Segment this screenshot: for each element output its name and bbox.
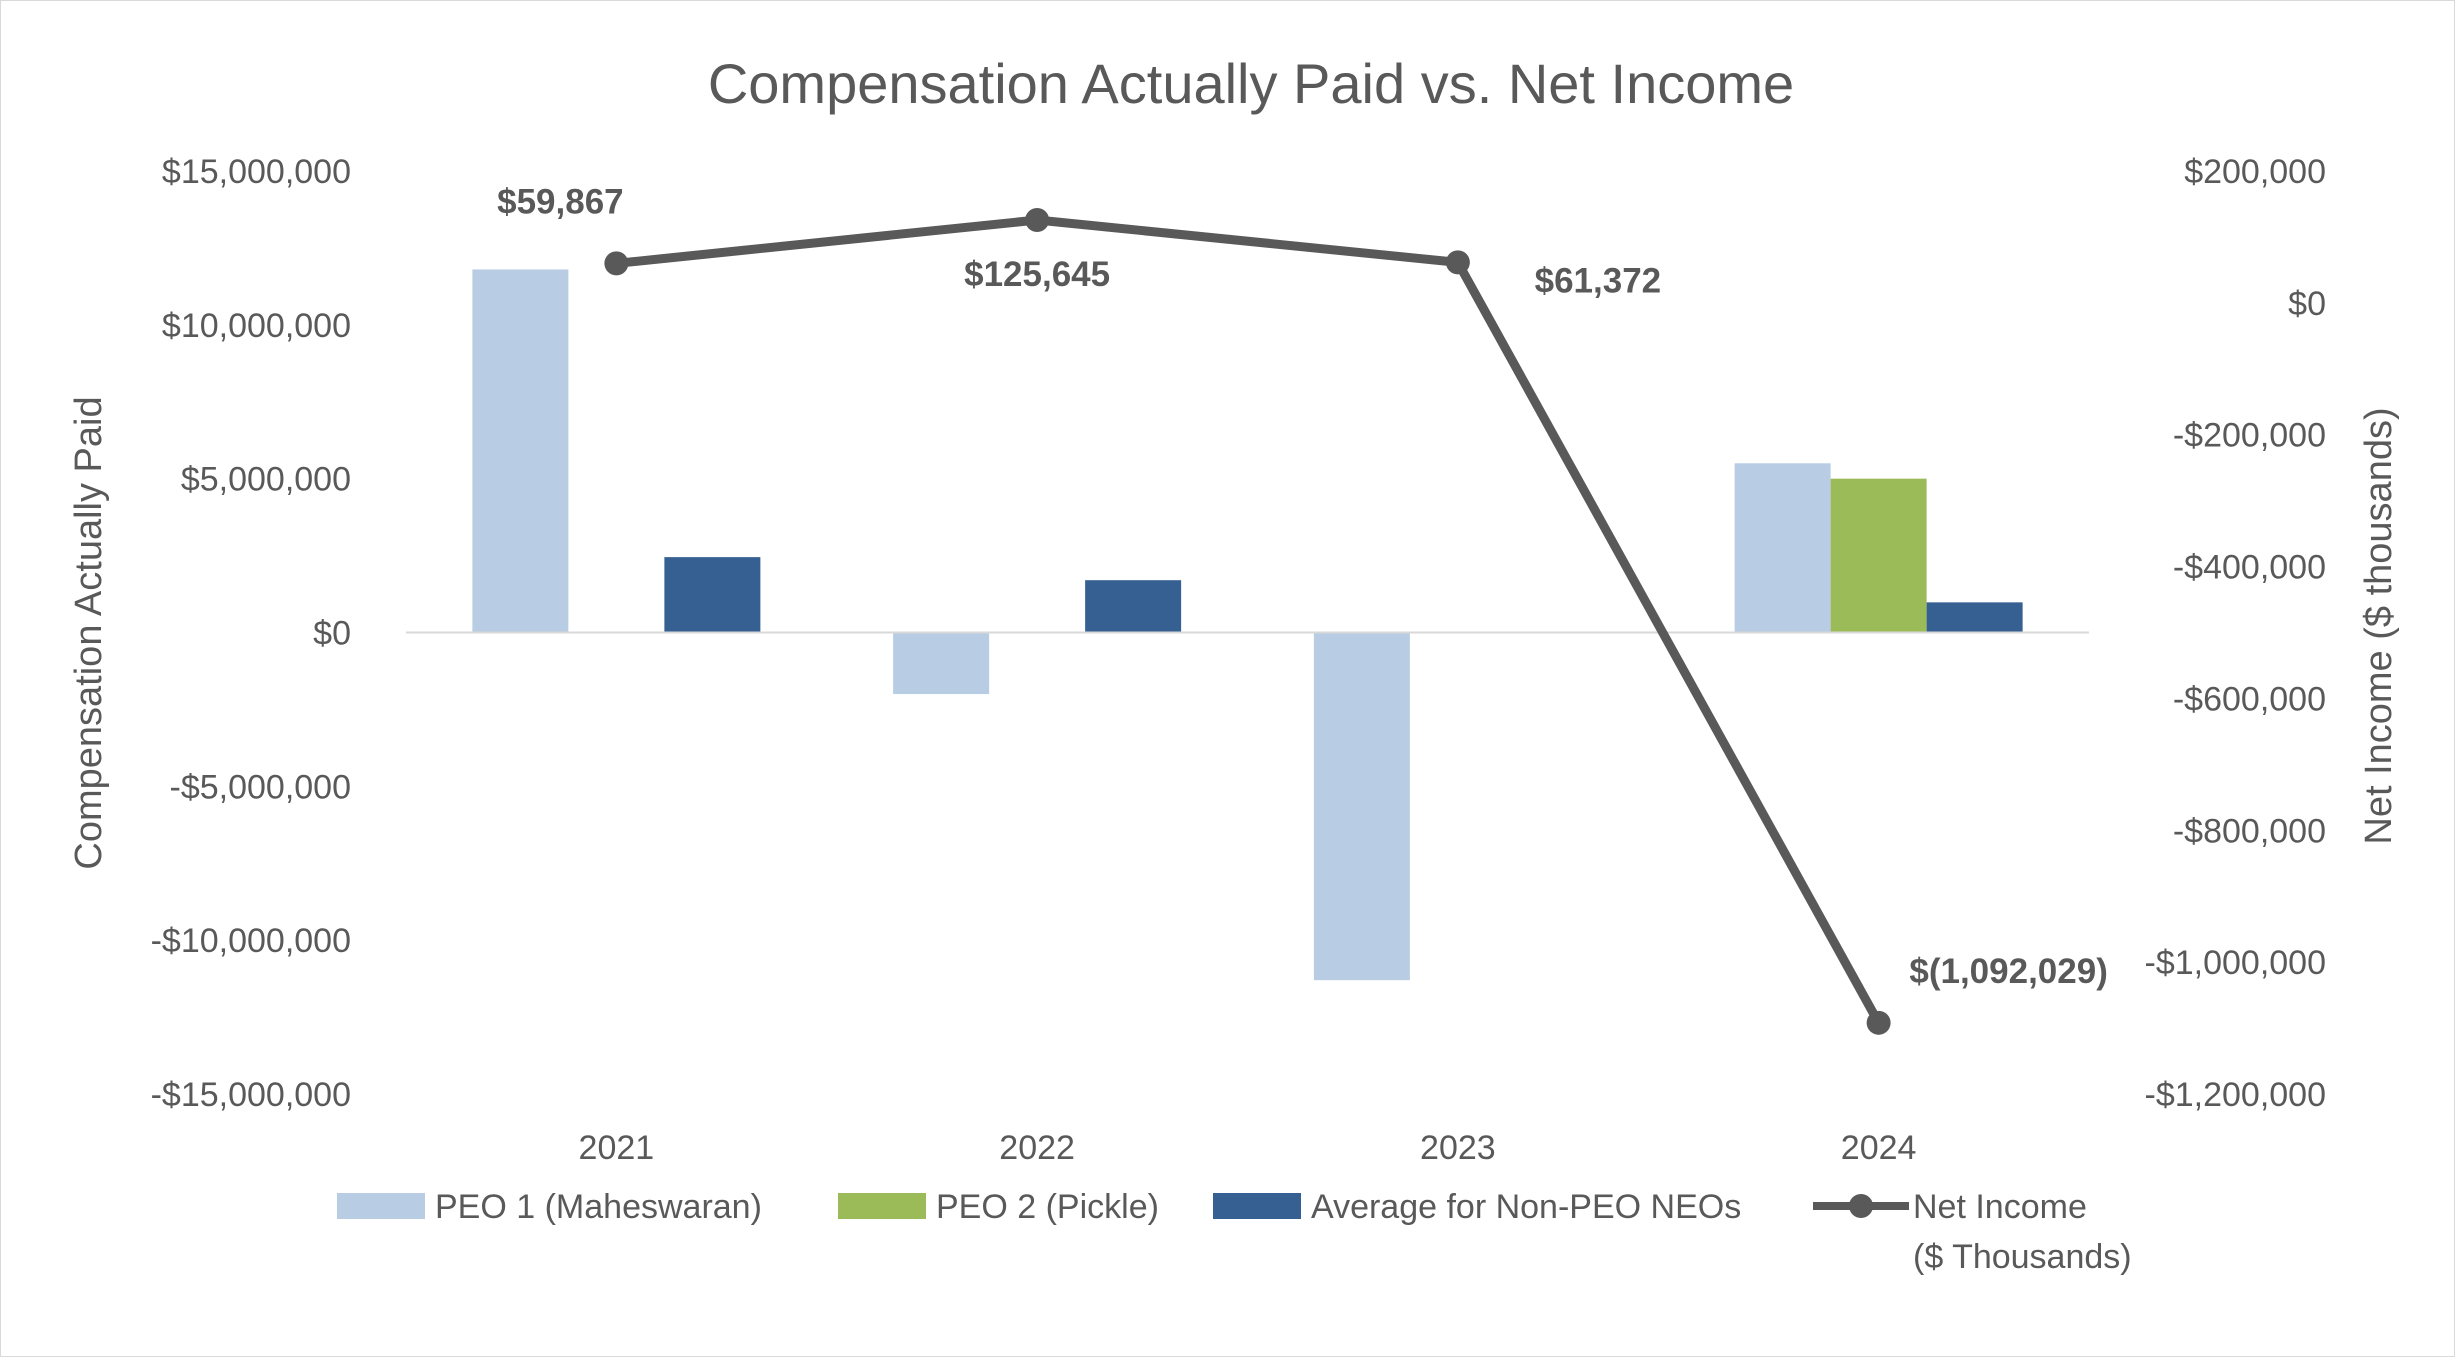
y-tick-label: $0	[313, 615, 351, 653]
bar-2022	[1085, 580, 1182, 633]
net-income-data-label: $125,645	[964, 255, 1110, 294]
y-tick-label: -$5,000,000	[170, 768, 352, 806]
y-tick-label: $10,000,000	[162, 307, 351, 345]
legend-swatch	[337, 1193, 425, 1219]
chart-title: Compensation Actually Paid vs. Net Incom…	[708, 52, 1794, 115]
legend-swatch	[1213, 1193, 1301, 1219]
y2-tick-label: $200,000	[2184, 153, 2326, 191]
y2-tick-label: -$1,200,000	[2145, 1076, 2327, 1114]
net-income-marker	[1445, 250, 1470, 275]
y2-tick-label: -$800,000	[2173, 812, 2326, 850]
y2-tick-label: -$1,000,000	[2145, 944, 2327, 982]
y2-tick-label: -$400,000	[2173, 549, 2326, 587]
x-tick-label: 2022	[999, 1129, 1075, 1167]
y2-axis-title: Net Income ($ thousands)	[2358, 407, 2400, 844]
bar-2023	[1313, 632, 1410, 981]
net-income-marker	[1866, 1010, 1891, 1035]
bar-2024	[1734, 463, 1831, 633]
legend-label: PEO 1 (Maheswaran)	[435, 1188, 762, 1226]
net-income-marker	[1025, 208, 1050, 233]
bar-2021	[664, 557, 761, 633]
legend-label-line2: ($ Thousands)	[1913, 1238, 2132, 1276]
bar-2021	[472, 269, 569, 633]
y-tick-label: $5,000,000	[181, 461, 351, 499]
y-tick-label: $15,000,000	[162, 153, 351, 191]
bar-2024	[1926, 602, 2023, 633]
legend-line-marker	[1849, 1194, 1873, 1218]
legend-label: Net Income	[1913, 1188, 2087, 1226]
legend-swatch	[838, 1193, 926, 1219]
y-tick-label: -$10,000,000	[151, 922, 351, 960]
net-income-data-label: $61,372	[1535, 261, 1662, 300]
net-income-data-label: $59,867	[497, 182, 624, 221]
legend-label: PEO 2 (Pickle)	[936, 1188, 1159, 1226]
x-tick-label: 2023	[1420, 1129, 1496, 1167]
legend-label: Average for Non-PEO NEOs	[1311, 1188, 1741, 1226]
y-tick-label: -$15,000,000	[151, 1076, 351, 1114]
net-income-line	[615, 215, 1883, 1025]
net-income-marker	[604, 251, 629, 276]
y-axis-title: Compensation Actually Paid	[68, 396, 110, 869]
net-income-data-label: $(1,092,029)	[1909, 952, 2107, 991]
y2-tick-label: -$200,000	[2173, 417, 2326, 455]
bar-2024	[1830, 478, 1927, 633]
y2-tick-label: -$600,000	[2173, 680, 2326, 718]
x-tick-label: 2021	[579, 1129, 655, 1167]
y2-tick-label: $0	[2288, 285, 2326, 323]
bar-2022	[893, 632, 990, 695]
x-tick-label: 2024	[1841, 1129, 1917, 1167]
